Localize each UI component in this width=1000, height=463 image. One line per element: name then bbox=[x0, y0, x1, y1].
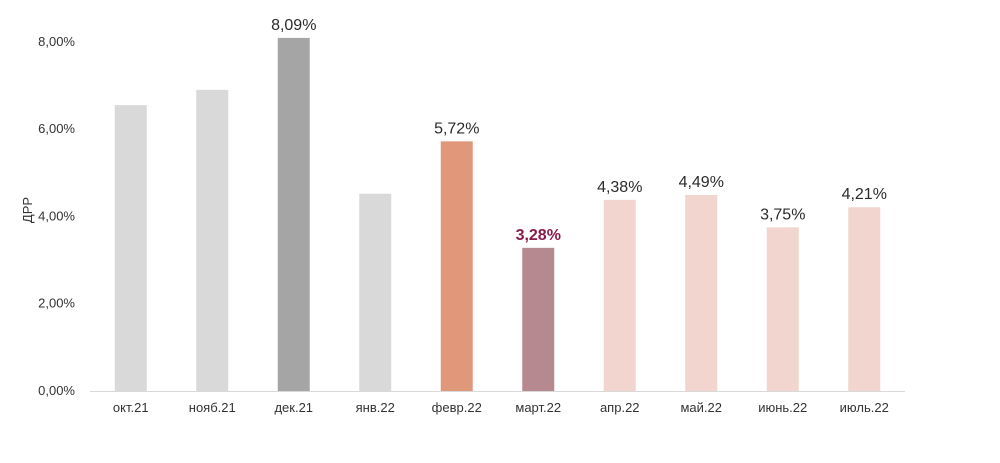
x-tick-label: май.22 bbox=[680, 400, 722, 415]
bars-group bbox=[114, 37, 881, 392]
bar bbox=[196, 89, 229, 391]
bar bbox=[522, 247, 555, 391]
y-tick-label: 2,00% bbox=[38, 296, 75, 311]
bar bbox=[848, 207, 881, 391]
y-axis-title: ДРР bbox=[20, 197, 35, 223]
x-tick-label: нояб.21 bbox=[189, 400, 236, 415]
x-tick-label: июль.22 bbox=[840, 400, 889, 415]
x-tick-label: окт.21 bbox=[113, 400, 149, 415]
data-label: 4,49% bbox=[679, 174, 724, 191]
data-label: 4,38% bbox=[597, 179, 642, 196]
data-label: 5,72% bbox=[434, 120, 479, 137]
y-tick-label: 0,00% bbox=[38, 383, 75, 398]
x-axis-ticks: окт.21 нояб.21 дек.21 янв.22 февр.22 март.22 а… bbox=[113, 400, 889, 415]
data-label: 4,21% bbox=[842, 186, 887, 203]
bar bbox=[277, 37, 310, 391]
bar bbox=[440, 141, 473, 391]
data-label: 3,75% bbox=[760, 206, 805, 223]
y-tick-label: 8,00% bbox=[38, 34, 75, 49]
x-tick-label: апр.22 bbox=[600, 400, 640, 415]
x-tick-label: март.22 bbox=[515, 400, 561, 415]
data-label: 3,28% bbox=[516, 227, 561, 244]
x-tick-label: дек.21 bbox=[274, 400, 313, 415]
bar bbox=[685, 195, 718, 391]
y-tick-label: 6,00% bbox=[38, 121, 75, 136]
bar bbox=[359, 193, 392, 391]
bar bbox=[603, 199, 636, 391]
x-tick-label: янв.22 bbox=[356, 400, 395, 415]
data-labels-group: 8,09% 5,72% 3,28% 4,38% 4,49% 3,75% 4,21% bbox=[271, 17, 887, 244]
x-tick-label: февр.22 bbox=[432, 400, 482, 415]
y-axis-ticks: 0,00% 2,00% 4,00% 6,00% 8,00% bbox=[38, 34, 75, 398]
y-tick-label: 4,00% bbox=[38, 208, 75, 223]
bar bbox=[114, 105, 147, 392]
data-label: 8,09% bbox=[271, 17, 316, 34]
bar bbox=[766, 227, 799, 391]
x-tick-label: июнь.22 bbox=[758, 400, 807, 415]
